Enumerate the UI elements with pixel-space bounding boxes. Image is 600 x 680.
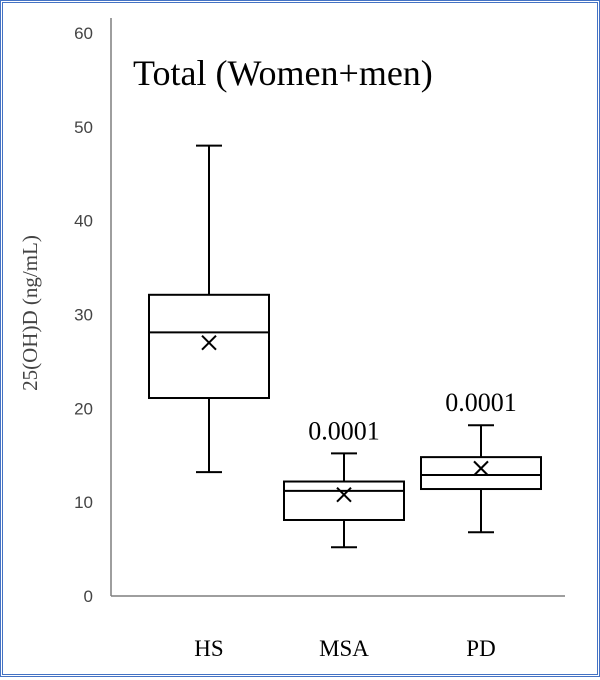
chart-title: Total (Women+men) (133, 53, 433, 93)
mean-marker-x-icon (336, 486, 352, 503)
x-tick-label: PD (466, 636, 495, 661)
y-tick-label: 20 (74, 399, 93, 418)
p-value-label: 0.0001 (445, 388, 517, 417)
y-tick-label: 50 (74, 118, 93, 137)
y-tick-label: 60 (74, 24, 93, 43)
p-value-label: 0.0001 (308, 416, 380, 445)
mean-marker-x-icon (201, 334, 217, 351)
y-tick-label: 0 (84, 587, 93, 606)
y-tick-label: 30 (74, 306, 93, 325)
mean-marker-x-icon (473, 460, 489, 477)
y-axis-label: 25(OH)D (ng/mL) (18, 235, 42, 391)
box-plot: Total (Women+men) 25(OH)D (ng/mL) 0 10 20 3… (18, 18, 565, 661)
mean-marker-stroke (201, 334, 217, 351)
box-hs (148, 293, 270, 400)
x-tick-label: MSA (319, 636, 369, 661)
x-tick-label: HS (194, 636, 223, 661)
mean-marker-stroke (473, 460, 489, 477)
y-tick-label: 10 (74, 493, 93, 512)
box-msa (283, 480, 405, 521)
y-tick-label: 40 (74, 212, 93, 231)
box-pd (420, 456, 542, 491)
mean-marker-stroke (336, 486, 352, 503)
